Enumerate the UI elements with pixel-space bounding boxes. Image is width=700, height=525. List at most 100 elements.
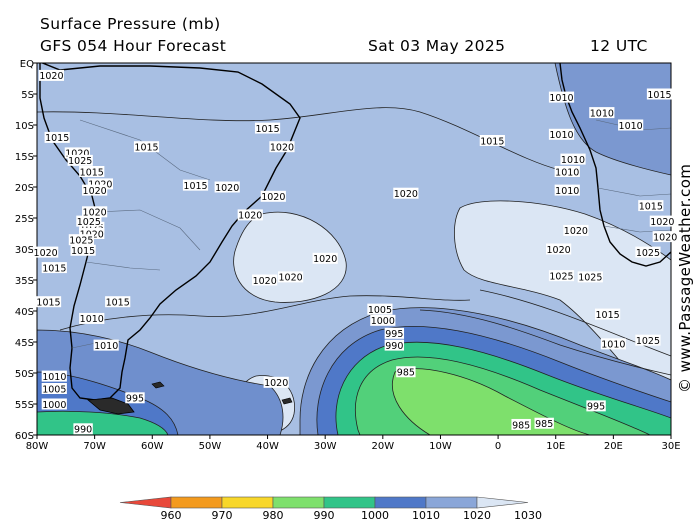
isobar-label-bg <box>534 417 554 429</box>
lat-label: 10S <box>15 121 34 132</box>
lon-label: 20E <box>604 441 623 452</box>
isobar-label: 1020 <box>83 186 107 197</box>
lon-label: 30W <box>314 441 337 452</box>
lat-label: EQ <box>20 59 34 70</box>
lat-label: 15S <box>15 152 34 163</box>
lat-label: 50S <box>15 369 34 380</box>
legend-swatch <box>272 496 325 509</box>
isobar-label: 1015 <box>80 167 104 178</box>
isobar-label: 1015 <box>596 310 620 321</box>
isobar-value-labels: 1010101510151015101510151015101510151015… <box>33 69 678 436</box>
lon-label: 0 <box>495 441 501 452</box>
isobar-label: 1010 <box>549 130 573 141</box>
falkland-islands <box>151 381 165 389</box>
lat-label: 60S <box>15 431 34 442</box>
pressure-band-990-west <box>37 410 169 435</box>
lat-label: 55S <box>15 400 34 411</box>
isobar-label: 1000 <box>371 316 395 327</box>
isobar-label: 985 <box>512 420 530 431</box>
isobar-label: 1010 <box>94 341 118 352</box>
isobar-label: 1020 <box>313 254 337 265</box>
isobar-label-bg <box>41 262 67 274</box>
isobar-label-bg <box>554 166 580 177</box>
isobar-label: 1025 <box>549 271 573 282</box>
isobar-label: 1020 <box>650 217 674 228</box>
isobar-label-bg <box>646 88 673 100</box>
isobar-label-bg <box>652 231 678 243</box>
isobar-label: 1015 <box>42 263 66 274</box>
isobar-label: 1025 <box>68 156 92 167</box>
isobar-label: 1010 <box>555 186 579 197</box>
forecast-time-label: 12 UTC <box>590 37 648 55</box>
isobar-label: 1020 <box>65 149 89 160</box>
isobar-label-bg <box>93 339 119 351</box>
forecast-date-label: Sat 03 May 2025 <box>368 37 506 55</box>
isobar-label-bg <box>618 119 644 131</box>
isobar-label-bg <box>214 181 240 193</box>
isobar-label: 990 <box>74 425 92 436</box>
isobar-label-bg <box>105 296 131 308</box>
isobar-label-bg <box>586 400 606 412</box>
legend-tick-label: 960 <box>161 509 182 522</box>
isobar-label: 1020 <box>564 226 588 237</box>
isobar-label-bg <box>269 141 295 153</box>
legend-swatch <box>119 496 172 509</box>
isobar-label: 1025 <box>77 217 101 228</box>
isobar-label-bg <box>367 303 393 315</box>
isobar-label: 1020 <box>394 189 418 200</box>
isobar-label-bg <box>595 308 621 320</box>
isobar-label-bg <box>87 178 113 190</box>
isobar-label: 1010 <box>619 121 643 132</box>
isobar-label-bg <box>125 392 145 404</box>
isobar-label: 1020 <box>270 143 294 154</box>
isobar-label: 1020 <box>653 232 677 243</box>
south-georgia-island <box>281 397 293 405</box>
lon-label: 10W <box>429 441 452 452</box>
isobar-label-bg <box>384 327 405 339</box>
isobar-label-bg <box>44 131 70 143</box>
isobar-label: 1005 <box>368 305 392 316</box>
isobar-label-bg <box>82 184 108 196</box>
legend-tick-label: 1000 <box>361 509 389 522</box>
isobar-label-bg <box>41 398 67 410</box>
isobar-label: 995 <box>587 402 605 413</box>
isobar-label-bg <box>560 153 586 165</box>
isobar-label-bg <box>548 128 575 140</box>
lat-label: 40S <box>15 307 34 318</box>
isobar-label: 1020 <box>279 273 303 284</box>
lat-label: 30S <box>15 245 34 256</box>
isobar-label-bg <box>252 274 278 286</box>
isobar-label: 1010 <box>549 93 573 104</box>
lon-label: 80W <box>26 441 49 452</box>
isobar-label-bg <box>79 221 105 233</box>
isobar-label: 1015 <box>647 90 671 101</box>
isobar-label: 995 <box>126 394 144 405</box>
isobar-label-bg <box>563 224 589 236</box>
isobar-label: 1020 <box>39 71 63 82</box>
lon-label: 60W <box>141 441 164 452</box>
isobar-label: 1020 <box>261 192 285 203</box>
isobar-label: 1015 <box>71 246 95 257</box>
isobar-label: 1025 <box>636 248 660 259</box>
legend-swatch <box>374 496 427 509</box>
pressure-legend: 960 970 980 990 1000 1010 1020 1030 <box>119 496 542 522</box>
map-area <box>37 63 671 435</box>
isobar-label-bg <box>67 154 93 166</box>
isobar-label-bg <box>133 141 160 153</box>
lon-label: 50W <box>199 441 222 452</box>
isobar-label-bg <box>41 383 67 394</box>
isobar-label-bg <box>76 215 102 227</box>
isobar-label: 990 <box>385 341 403 352</box>
isobar-label-bg <box>396 366 416 378</box>
isobar-label-bg <box>384 339 405 351</box>
africa-coastline <box>559 63 671 267</box>
isobar-label: 1010 <box>601 340 625 351</box>
isobar-label: 1015 <box>134 143 158 154</box>
legend-tick-label: 1010 <box>412 509 440 522</box>
isobar-label-bg <box>64 147 90 159</box>
isobar-label-bg <box>511 418 531 430</box>
legend-swatch <box>323 496 376 509</box>
isobar-label-bg <box>79 228 105 239</box>
lat-label: 5S <box>21 90 34 101</box>
